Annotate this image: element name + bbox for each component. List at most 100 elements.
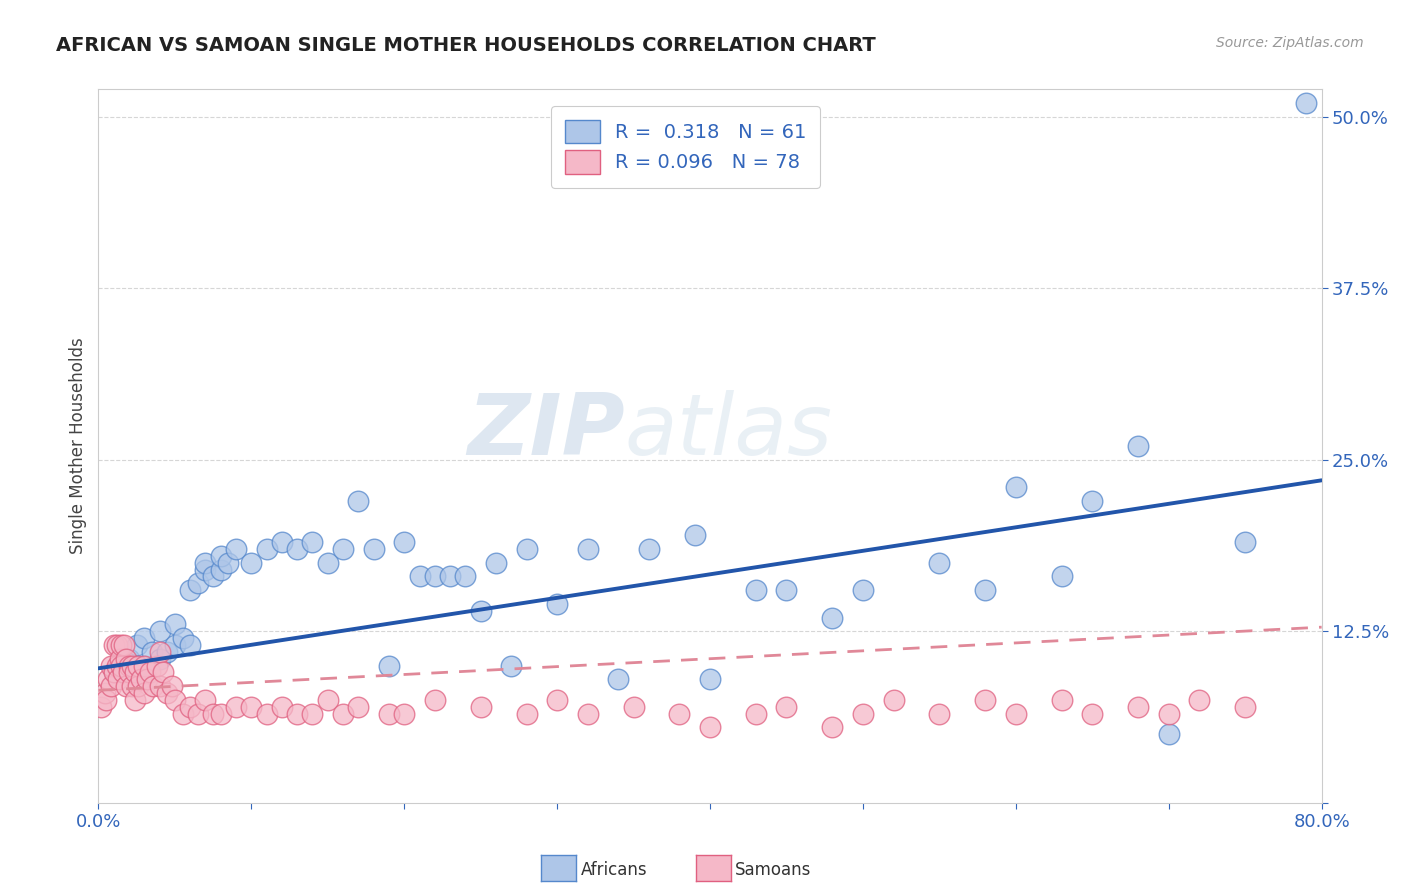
Point: [1050, 693, 1073, 707]
Point: [240, 556, 263, 570]
Point: [225, 699, 247, 714]
Point: [149, 624, 172, 639]
Point: [378, 658, 401, 673]
Point: [1295, 95, 1317, 110]
Point: [1081, 706, 1104, 721]
Point: [103, 638, 125, 652]
Point: [179, 638, 201, 652]
Point: [363, 541, 385, 556]
Point: [683, 528, 706, 542]
Point: [1081, 494, 1104, 508]
Point: [139, 665, 162, 680]
Point: [256, 541, 278, 556]
Point: [270, 535, 292, 549]
Point: [209, 549, 232, 563]
Point: [121, 658, 143, 673]
Point: [852, 583, 875, 598]
Point: [576, 706, 599, 721]
Point: [270, 699, 292, 714]
Point: [516, 706, 538, 721]
Point: [100, 658, 122, 673]
Point: [149, 651, 172, 665]
Y-axis label: Single Mother Households: Single Mother Households: [69, 338, 87, 554]
Point: [194, 693, 217, 707]
Point: [97, 673, 120, 687]
Point: [194, 556, 217, 570]
Point: [90, 699, 112, 714]
Point: [883, 693, 905, 707]
Point: [115, 651, 138, 665]
Point: [1157, 706, 1180, 721]
Point: [107, 673, 129, 687]
Point: [1128, 439, 1150, 453]
Point: [439, 569, 461, 583]
Point: [699, 720, 721, 734]
Point: [332, 541, 354, 556]
Point: [637, 541, 661, 556]
Point: [485, 556, 508, 570]
Point: [699, 673, 721, 687]
Point: [172, 706, 194, 721]
Point: [256, 706, 278, 721]
Point: [187, 576, 209, 591]
Point: [100, 679, 122, 693]
Point: [423, 693, 446, 707]
Point: [121, 679, 143, 693]
Point: [93, 686, 115, 700]
Point: [332, 706, 354, 721]
Point: [129, 673, 152, 687]
Point: [141, 645, 163, 659]
Point: [156, 645, 179, 659]
Point: [1234, 699, 1257, 714]
Point: [187, 706, 209, 721]
Point: [974, 583, 997, 598]
Point: [110, 638, 132, 652]
Point: [142, 679, 165, 693]
Point: [546, 693, 568, 707]
Point: [124, 693, 146, 707]
Text: Africans: Africans: [581, 861, 647, 879]
Point: [1128, 699, 1150, 714]
Point: [115, 679, 138, 693]
Text: atlas: atlas: [624, 390, 832, 474]
Point: [285, 706, 308, 721]
Point: [1004, 706, 1026, 721]
Text: ZIP: ZIP: [467, 390, 624, 474]
Point: [202, 569, 225, 583]
Point: [392, 535, 416, 549]
Point: [454, 569, 477, 583]
Point: [928, 556, 950, 570]
Point: [127, 679, 149, 693]
Point: [347, 699, 370, 714]
Point: [775, 699, 797, 714]
Point: [928, 706, 950, 721]
Point: [156, 686, 179, 700]
Point: [111, 665, 134, 680]
Point: [112, 638, 135, 652]
Point: [576, 541, 599, 556]
Point: [668, 706, 690, 721]
Point: [316, 556, 339, 570]
Point: [110, 658, 132, 673]
Point: [108, 651, 131, 665]
Point: [821, 610, 844, 624]
Point: [134, 658, 156, 673]
Point: [1157, 727, 1180, 741]
Point: [179, 699, 201, 714]
Point: [202, 706, 225, 721]
Point: [392, 706, 416, 721]
Point: [149, 645, 172, 659]
Point: [94, 693, 117, 707]
Point: [194, 562, 217, 576]
Point: [118, 665, 141, 680]
Point: [136, 673, 159, 687]
Point: [607, 673, 630, 687]
Point: [103, 665, 125, 680]
Point: [110, 658, 132, 673]
Point: [134, 686, 156, 700]
Point: [240, 699, 263, 714]
Point: [125, 638, 148, 652]
Point: [516, 541, 538, 556]
Point: [209, 706, 232, 721]
Point: [172, 631, 194, 645]
